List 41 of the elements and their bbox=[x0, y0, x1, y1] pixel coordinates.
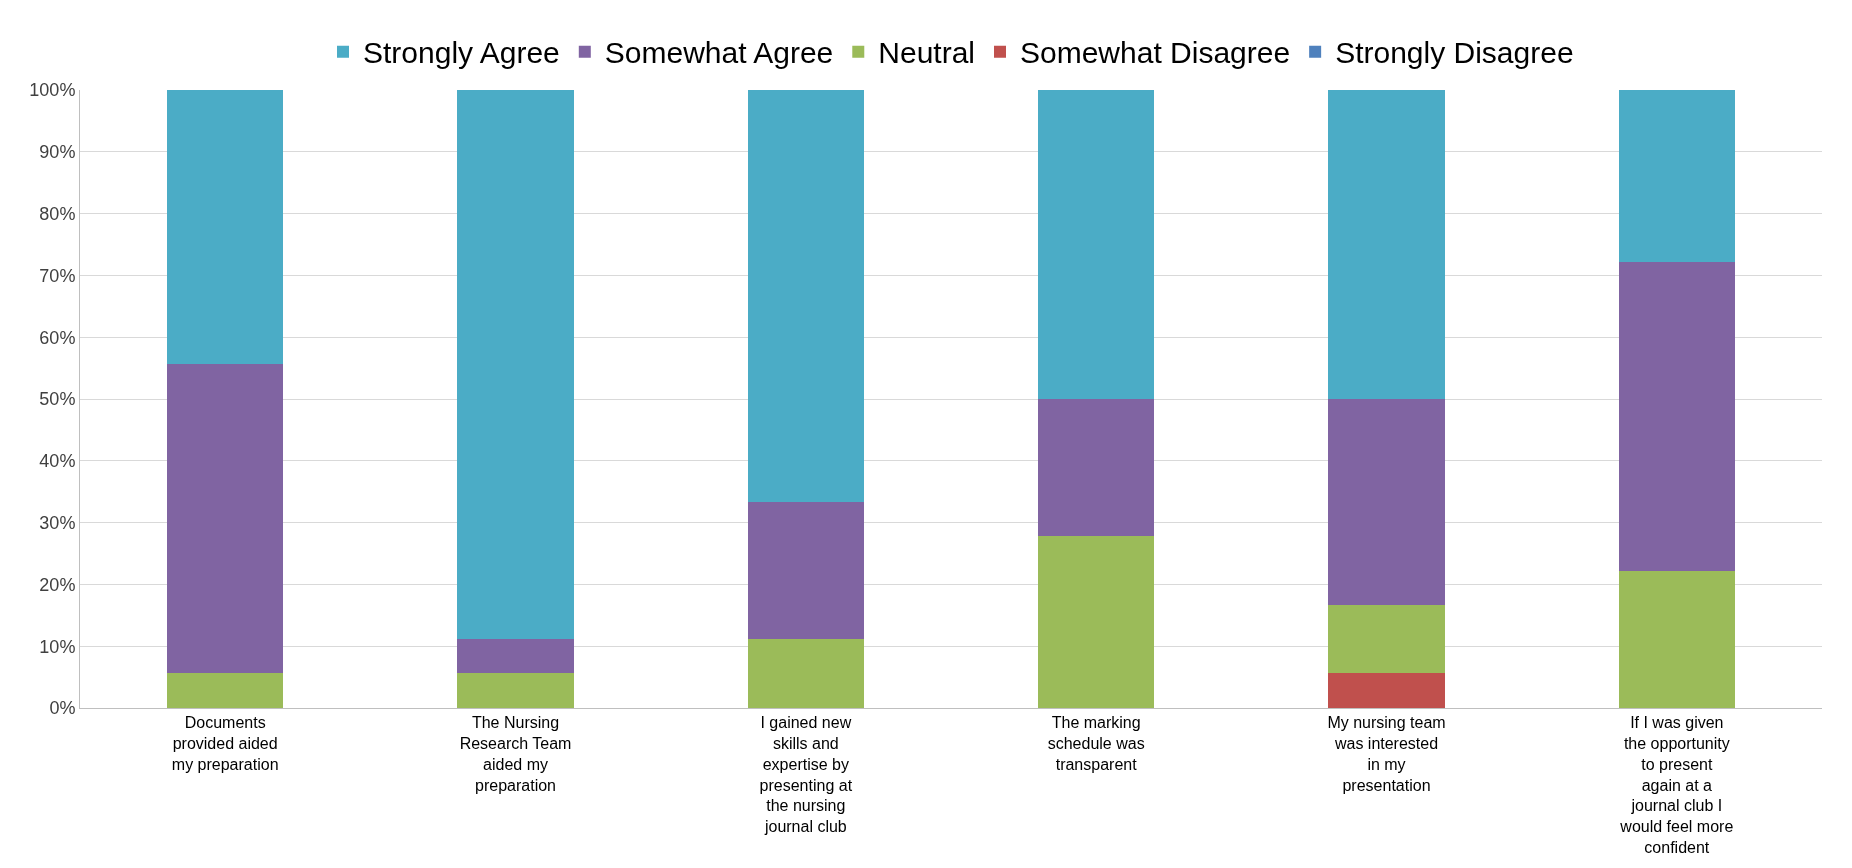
bar bbox=[1618, 90, 1735, 262]
bar bbox=[1038, 90, 1155, 399]
x-tick-label: If I was given the opportunity to present again at a journal club I would feel more confident bbox=[1619, 714, 1734, 856]
x-tick-label: The marking schedule was transparent bbox=[1047, 714, 1145, 773]
y-tick-label: 50% bbox=[39, 389, 76, 410]
x-tick-label: The Nursing Research Team aided my preparation bbox=[459, 714, 572, 794]
bar bbox=[747, 639, 864, 708]
bar bbox=[1618, 570, 1735, 708]
legend-label: Strongly Disagree bbox=[1335, 36, 1574, 70]
bar bbox=[457, 673, 574, 708]
legend-label: Strongly Agree bbox=[363, 36, 560, 70]
y-tick-label: 40% bbox=[39, 451, 76, 472]
bar bbox=[1038, 399, 1155, 537]
bar bbox=[747, 90, 864, 503]
bar bbox=[1328, 90, 1445, 399]
y-tick-label: 70% bbox=[39, 265, 76, 286]
y-tick-label: 100% bbox=[29, 80, 76, 101]
y-tick-label: 90% bbox=[39, 142, 76, 163]
bar bbox=[167, 673, 284, 708]
y-tick-label: 80% bbox=[39, 203, 76, 224]
y-tick-label: 10% bbox=[39, 636, 76, 657]
legend-label: Somewhat Agree bbox=[604, 36, 834, 70]
bar bbox=[457, 638, 574, 674]
bar bbox=[1328, 399, 1445, 605]
y-tick-label: 60% bbox=[39, 327, 76, 348]
bar bbox=[167, 90, 284, 365]
legend-label: Neutral bbox=[878, 36, 975, 70]
x-tick-label: I gained new skills and expertise by presenting at the nursing journal club bbox=[759, 714, 853, 836]
bar bbox=[167, 364, 284, 674]
y-tick-label: 30% bbox=[39, 512, 76, 533]
x-tick-label: My nursing team was interested in my presentation bbox=[1327, 714, 1446, 794]
bar bbox=[747, 502, 864, 640]
bar bbox=[1618, 261, 1735, 571]
bar bbox=[1038, 536, 1155, 708]
y-tick-label: 20% bbox=[39, 574, 76, 595]
y-tick-label: 0% bbox=[49, 698, 76, 719]
bar bbox=[1328, 604, 1445, 674]
bar bbox=[1328, 673, 1445, 708]
bar bbox=[457, 90, 574, 639]
legend-label: Somewhat Disagree bbox=[1020, 36, 1291, 70]
x-tick-label: Documents provided aided my preparation bbox=[171, 714, 279, 773]
